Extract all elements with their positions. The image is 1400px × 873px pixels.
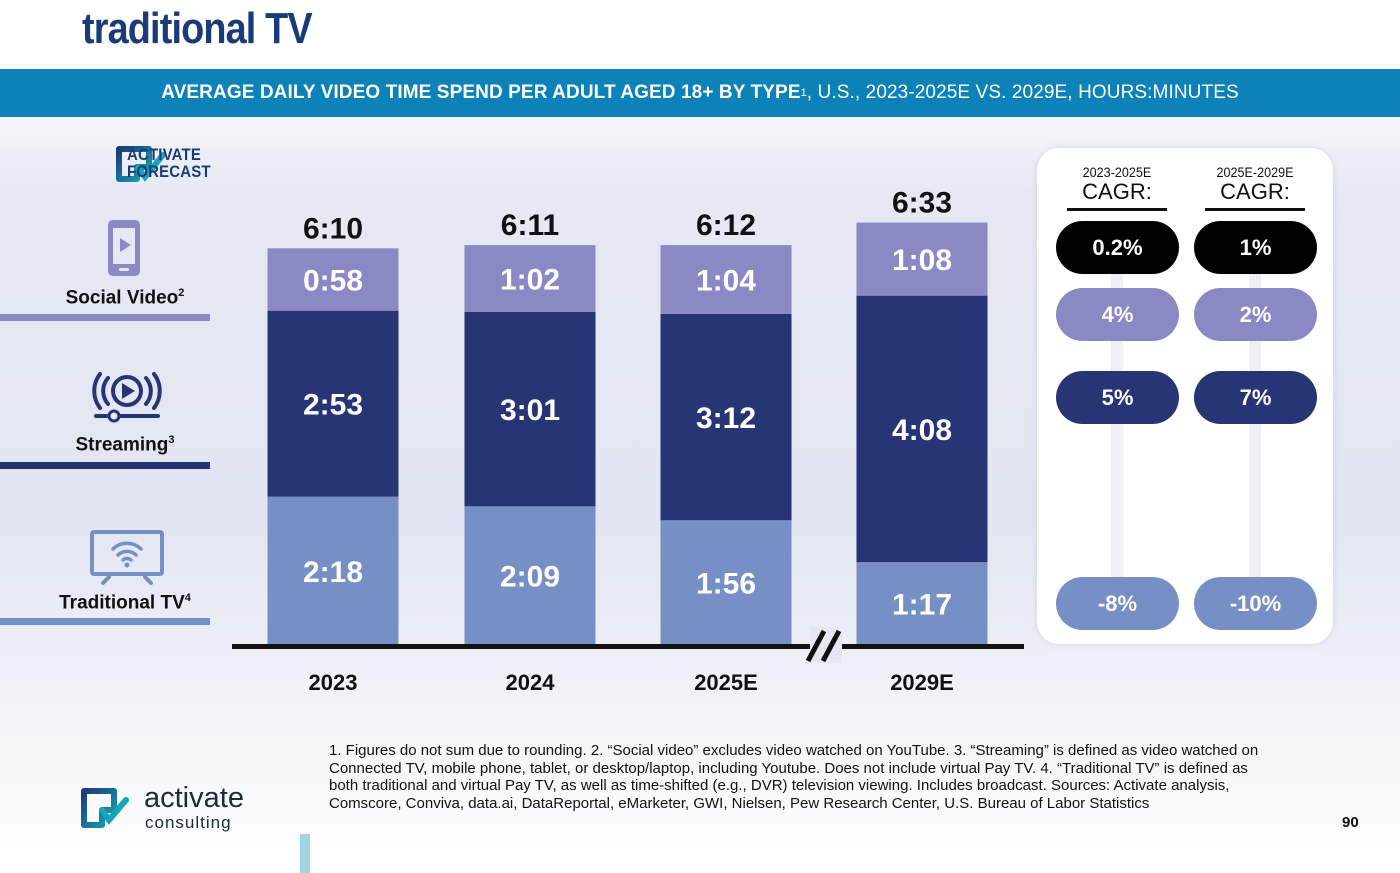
bar-social-video-2023 xyxy=(267,248,399,311)
x-tick-label-2029E: 2029E xyxy=(890,670,954,695)
cagr-pill-social-video-2: 2% xyxy=(1194,288,1317,341)
data-label-social-video-2023: 0:58 xyxy=(303,265,363,298)
bar-traditional-tv-2024 xyxy=(464,506,596,645)
cagr-header-label: CAGR: xyxy=(1082,179,1152,204)
total-label-2025E: 6:12 xyxy=(696,209,756,242)
tv-wifi-icon xyxy=(90,530,164,585)
bar-streaming-2024 xyxy=(464,311,596,507)
cagr-pill-social-video-1: 4% xyxy=(1056,288,1179,341)
x-tick-label-2025E: 2025E xyxy=(694,670,758,695)
cagr-header-underline xyxy=(1067,208,1167,211)
legend-streaming-line xyxy=(0,462,210,469)
cagr-pill-total-1: 0.2% xyxy=(1056,221,1179,274)
legend-traditional-sup: 4 xyxy=(184,592,191,604)
bar-social-video-2025E xyxy=(660,245,792,314)
data-label-traditional-tv-2023: 2:18 xyxy=(303,556,363,589)
x-tick-label-2024: 2024 xyxy=(506,670,556,695)
axis-break-mark-right xyxy=(820,629,842,663)
data-label-traditional-tv-2024: 2:09 xyxy=(500,561,560,594)
cagr-pill-traditional-tv-2: -10% xyxy=(1194,577,1317,630)
legend-social-sup: 2 xyxy=(178,287,185,299)
cagr-pill-total-2: 1% xyxy=(1194,221,1317,274)
cagr-pill-traditional-tv-1: -8% xyxy=(1056,577,1179,630)
data-label-traditional-tv-2029E: 1:17 xyxy=(892,589,952,622)
cagr-header-2: 2025E-2029E CAGR: xyxy=(1195,164,1315,211)
x-tick-label-2023: 2023 xyxy=(309,670,358,695)
bar-social-video-2029E xyxy=(856,222,988,296)
streaming-play-icon xyxy=(92,372,162,423)
chart-subtitle-banner: AVERAGE DAILY VIDEO TIME SPEND PER ADULT… xyxy=(0,69,1400,117)
cagr-header-1: 2023-2025E CAGR: xyxy=(1057,164,1177,211)
forecast-logo-line1: ACTIVATE xyxy=(127,145,201,164)
bar-streaming-2025E xyxy=(660,313,792,521)
activate-forecast-logo-icon xyxy=(116,146,166,182)
legend-streaming-sup: 3 xyxy=(168,434,175,446)
legend-traditional-text: Traditional TV xyxy=(59,592,185,614)
bar-social-video-2024 xyxy=(464,245,596,312)
bar-traditional-tv-2023 xyxy=(267,496,399,645)
forecast-logo-line2: FORECAST xyxy=(127,162,211,181)
bar-traditional-tv-2025E xyxy=(660,520,792,645)
activate-consulting-logo-icon xyxy=(81,788,129,828)
cagr-header-range: 2025E-2029E xyxy=(1216,164,1294,180)
total-label-2024: 6:11 xyxy=(501,209,559,242)
banner-rest-text: , U.S., 2023-2025E VS. 2029E, HOURS:MINU… xyxy=(806,82,1239,103)
page-number: 90 xyxy=(1342,814,1359,831)
data-label-social-video-2025E: 1:04 xyxy=(696,265,756,298)
data-label-traditional-tv-2025E: 1:56 xyxy=(696,568,756,601)
axis-break-mark-left xyxy=(805,629,827,663)
data-label-streaming-2025E: 3:12 xyxy=(696,402,756,435)
footnote-text: 1. Figures do not sum due to rounding. 2… xyxy=(329,742,1259,812)
cagr-header-label: CAGR: xyxy=(1220,179,1290,204)
cagr-header-underline xyxy=(1205,208,1305,211)
brand-name: activate xyxy=(144,782,244,814)
legend-social-text: Social Video xyxy=(65,287,179,309)
legend-traditional-tv-label: Traditional TV4 xyxy=(20,592,230,614)
data-label-streaming-2023: 2:53 xyxy=(303,389,363,422)
page-title: traditional TV xyxy=(82,4,313,53)
total-label-2029E: 6:33 xyxy=(892,187,952,220)
banner-bold-text: AVERAGE DAILY VIDEO TIME SPEND PER ADULT… xyxy=(161,82,801,103)
cagr-pill-streaming-1: 5% xyxy=(1056,371,1179,424)
activate-forecast-label: ACTIVATE FORECAST xyxy=(127,146,211,180)
bar-traditional-tv-2029E xyxy=(856,562,988,645)
data-label-streaming-2024: 3:01 xyxy=(500,394,560,427)
banner-footnote-ref: 1 xyxy=(800,87,807,99)
legend-streaming-label: Streaming3 xyxy=(20,434,230,456)
data-label-social-video-2024: 1:02 xyxy=(500,263,560,296)
total-label-2023: 6:10 xyxy=(303,212,363,245)
data-label-social-video-2029E: 1:08 xyxy=(892,244,952,277)
bar-streaming-2029E xyxy=(856,295,988,563)
bar-streaming-2023 xyxy=(267,310,399,497)
legend-streaming-text: Streaming xyxy=(75,434,169,456)
legend-social-video-label: Social Video2 xyxy=(20,287,230,309)
legend-social-line xyxy=(0,314,210,321)
smartphone-video-icon xyxy=(108,220,140,276)
cagr-pill-streaming-2: 7% xyxy=(1194,371,1317,424)
brand-subtitle: consulting xyxy=(145,813,232,832)
legend-traditional-line xyxy=(0,618,210,625)
accent-bar xyxy=(300,834,310,873)
data-label-streaming-2029E: 4:08 xyxy=(892,414,952,447)
cagr-header-range: 2023-2025E xyxy=(1082,164,1152,180)
